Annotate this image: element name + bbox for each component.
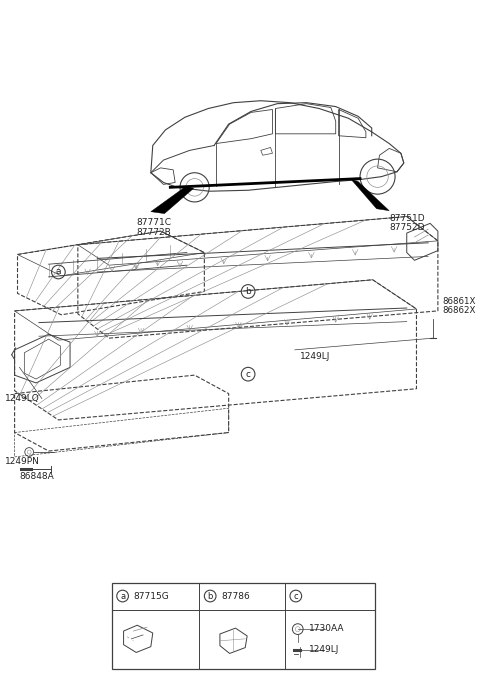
Text: a: a: [56, 268, 61, 277]
Text: 1249PN: 1249PN: [5, 458, 40, 466]
Polygon shape: [351, 180, 389, 211]
Text: b: b: [207, 592, 213, 601]
Text: 87752D: 87752D: [389, 224, 425, 233]
Text: c: c: [246, 369, 251, 378]
Text: 1249LQ: 1249LQ: [5, 394, 40, 403]
Text: 86861X: 86861X: [443, 297, 476, 305]
Text: 1249LJ: 1249LJ: [300, 352, 330, 361]
Text: 87751D: 87751D: [389, 213, 425, 223]
Text: 87786: 87786: [221, 592, 250, 601]
Text: 86862X: 86862X: [443, 306, 476, 315]
Text: 87771C: 87771C: [136, 219, 171, 228]
Text: 87715G: 87715G: [133, 592, 169, 601]
Bar: [112, 583, 374, 669]
Text: a: a: [120, 592, 125, 601]
Text: c: c: [293, 592, 298, 601]
Text: 1249LJ: 1249LJ: [309, 645, 339, 654]
Text: 1730AA: 1730AA: [309, 623, 344, 633]
Text: 86848A: 86848A: [20, 472, 54, 481]
Polygon shape: [151, 186, 193, 213]
Text: b: b: [245, 287, 251, 296]
Text: 87772B: 87772B: [136, 228, 171, 237]
